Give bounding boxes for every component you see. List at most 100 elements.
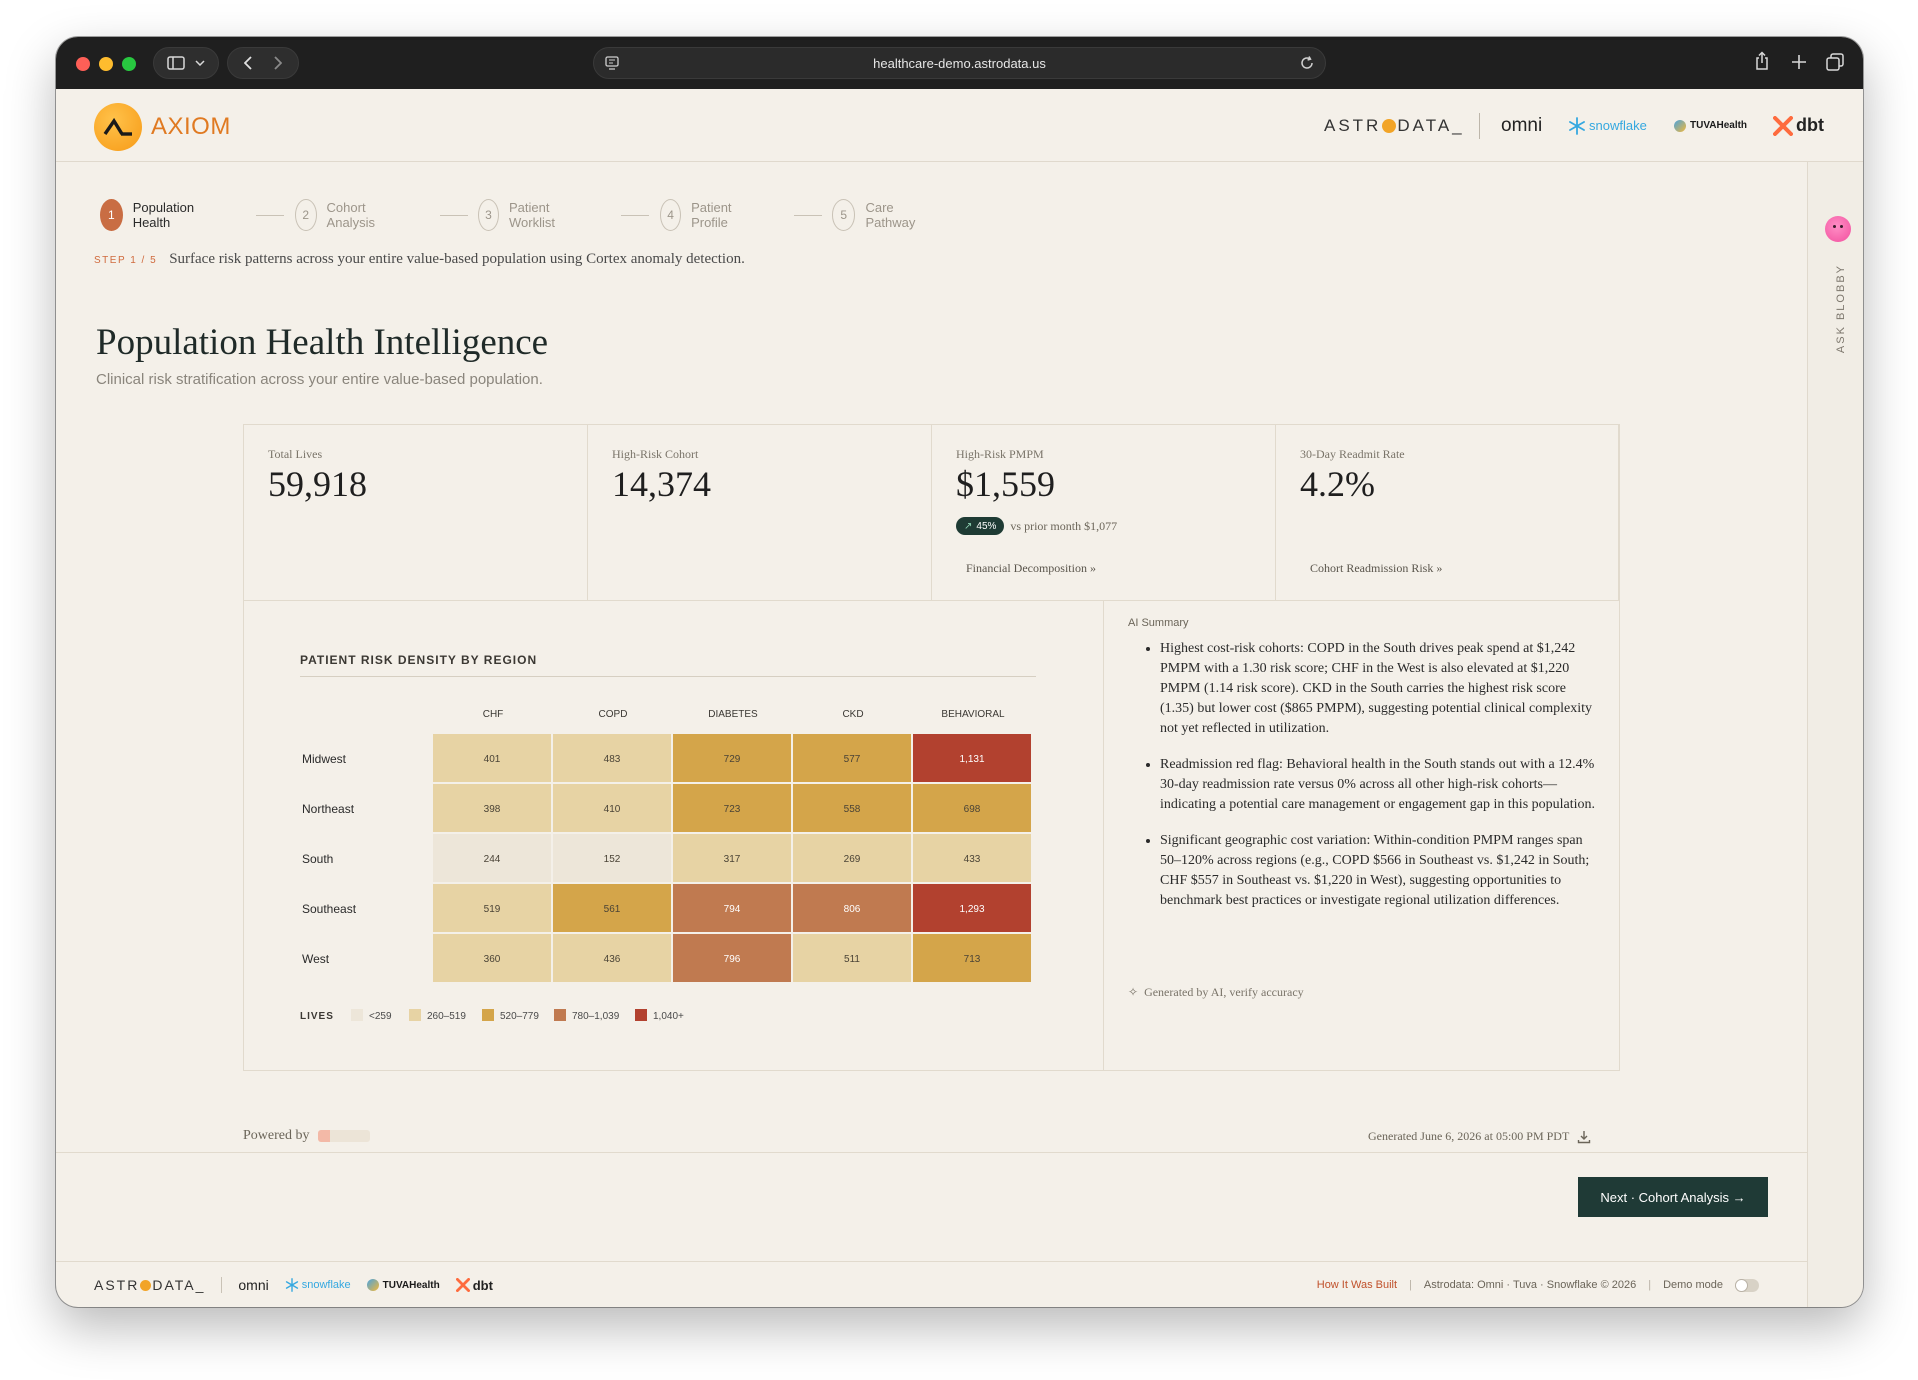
heatmap-cell xyxy=(673,934,791,982)
heatmap-cell xyxy=(433,784,551,832)
browser-window: healthcare-demo.astrodata.us AXIOM ASTR D… xyxy=(56,37,1863,1307)
step-care-pathway[interactable]: 5 Care Pathway xyxy=(832,198,924,232)
step-patient-profile[interactable]: 4 Patient Profile xyxy=(660,198,742,232)
tab-overview-icon[interactable] xyxy=(1826,53,1844,71)
browser-toolbar: healthcare-demo.astrodata.us xyxy=(56,37,1863,89)
heatmap-cell xyxy=(913,784,1031,832)
cell-value: 269 xyxy=(844,854,861,865)
dbt-logo: dbt xyxy=(455,1278,493,1293)
cell-value: 360 xyxy=(484,954,501,965)
page-subtitle: Clinical risk stratification across your… xyxy=(96,371,543,388)
minimize-window-button[interactable] xyxy=(99,57,113,71)
cell-value: 729 xyxy=(724,754,741,765)
zoom-window-button[interactable] xyxy=(122,57,136,71)
step-connector xyxy=(440,215,468,216)
snowflake-icon xyxy=(285,1278,298,1292)
column-label: DIABETES xyxy=(708,709,758,720)
next-cohort-analysis-button[interactable]: Next · Cohort Analysis → xyxy=(1578,1177,1768,1217)
share-icon[interactable] xyxy=(1754,51,1770,71)
kpi-high-risk-cohort: High-Risk Cohort 14,374 xyxy=(588,425,932,601)
column-label: BEHAVIORAL xyxy=(941,709,1005,720)
step-note: Surface risk patterns across your entire… xyxy=(169,251,745,267)
demo-mode-label: Demo mode xyxy=(1663,1279,1723,1291)
step-number: 1 xyxy=(100,199,123,231)
snowflake-logo: snowflake xyxy=(285,1278,351,1292)
ask-blobby-label[interactable]: ASK BLOBBY xyxy=(1835,264,1847,354)
footer-logos: ASTR DATA_ omni snowflake TUVAHealth dbt xyxy=(94,1262,493,1307)
back-icon[interactable] xyxy=(244,56,252,70)
cell-value: 558 xyxy=(844,804,861,815)
cell-value: 436 xyxy=(604,954,621,965)
cell-value: 1,131 xyxy=(959,754,984,765)
cell-value: 401 xyxy=(484,754,501,765)
legend-swatch xyxy=(482,1009,494,1021)
kpi-value: 14,374 xyxy=(612,464,711,504)
heatmap-cell xyxy=(913,934,1031,982)
row-label: West xyxy=(302,952,330,966)
step-connector xyxy=(256,215,284,216)
heatmap-cell xyxy=(433,834,551,882)
demo-mode-toggle[interactable] xyxy=(1735,1278,1759,1292)
blobby-avatar[interactable] xyxy=(1825,216,1851,242)
content-divider xyxy=(56,1152,1807,1153)
ask-blobby-rail[interactable]: ASK BLOBBY ‹ xyxy=(1807,162,1863,1307)
trend-up-icon: ↗ xyxy=(964,520,973,532)
ai-summary-item: Readmission red flag: Behavioral health … xyxy=(1160,755,1596,815)
step-patient-worklist[interactable]: 3 Patient Worklist xyxy=(478,198,566,232)
kpi-delta: ↗ 45% vs prior month $1,077 xyxy=(956,517,1117,535)
legend-label: 260–519 xyxy=(427,1011,466,1022)
cell-value: 433 xyxy=(964,854,981,865)
step-label: Patient Profile xyxy=(691,200,732,230)
heatmap-cell xyxy=(793,734,911,782)
new-tab-icon[interactable] xyxy=(1791,54,1807,70)
tuva-logo: TUVAHealth xyxy=(1674,89,1747,162)
astrodata-logo: ASTR DATA_ xyxy=(94,1277,206,1293)
cohort-readmission-risk-link[interactable]: Cohort Readmission Risk » xyxy=(1310,561,1443,575)
cell-value: 698 xyxy=(964,804,981,815)
url-text: healthcare-demo.astrodata.us xyxy=(873,55,1046,71)
cell-value: 723 xyxy=(724,804,741,815)
heatmap-cell xyxy=(433,734,551,782)
ai-summary-item: Highest cost-risk cohorts: COPD in the S… xyxy=(1160,639,1596,739)
legend-title: LIVES xyxy=(300,1011,334,1022)
heatmap-cell xyxy=(673,734,791,782)
footer-credits: Astrodata: Omni · Tuva · Snowflake © 202… xyxy=(1423,1279,1637,1291)
legend-swatch xyxy=(351,1009,363,1021)
kpi-high-risk-pmpm: High-Risk PMPM $1,559 ↗ 45% vs prior mont… xyxy=(932,425,1276,601)
row-label: South xyxy=(302,852,333,866)
reload-icon[interactable] xyxy=(1299,55,1315,71)
kpi-readmit-rate: 30-Day Readmit Rate 4.2% Cohort Readmiss… xyxy=(1276,425,1619,601)
legend-label: 1,040+ xyxy=(653,1011,684,1022)
step-tag: STEP 1 / 5 xyxy=(94,255,158,266)
risk-density-heatmap: CHF COPD DIABETES CKD BEHAVIORAL Midwest 401 48… xyxy=(300,709,1031,1022)
heatmap-cell xyxy=(673,784,791,832)
cell-value: 794 xyxy=(724,904,741,915)
heatmap-cell xyxy=(553,784,671,832)
kpi-label: High-Risk Cohort xyxy=(612,447,699,461)
sidebar-toggle-button[interactable] xyxy=(153,47,219,79)
cell-value: 561 xyxy=(604,904,621,915)
forward-icon[interactable] xyxy=(274,56,282,70)
download-icon[interactable] xyxy=(1577,1130,1591,1144)
address-bar[interactable]: healthcare-demo.astrodata.us xyxy=(593,47,1326,79)
heatmap-cell xyxy=(793,884,911,932)
financial-decomposition-link[interactable]: Financial Decomposition » xyxy=(966,561,1096,575)
cell-value: 483 xyxy=(604,754,621,765)
site-settings-icon[interactable] xyxy=(604,56,620,70)
step-cohort-analysis[interactable]: 2 Cohort Analysis xyxy=(295,198,385,232)
row-label: Midwest xyxy=(302,752,347,766)
how-it-was-built-link[interactable]: How It Was Built xyxy=(1316,1279,1398,1291)
app-name: AXIOM xyxy=(151,113,231,140)
close-window-button[interactable] xyxy=(76,57,90,71)
globe-icon xyxy=(366,1279,379,1291)
legend-label: 520–779 xyxy=(500,1011,539,1022)
dbt-logo: dbt xyxy=(1773,89,1824,162)
heatmap-cell xyxy=(673,834,791,882)
heatmap-cell xyxy=(553,934,671,982)
footer-pipe: | xyxy=(1409,1279,1412,1291)
heatmap-cell xyxy=(673,884,791,932)
cell-value: 806 xyxy=(844,904,861,915)
step-population-health[interactable]: 1 Population Health xyxy=(100,198,203,232)
powered-by: Powered by xyxy=(243,1128,370,1144)
heatmap-cell xyxy=(553,734,671,782)
